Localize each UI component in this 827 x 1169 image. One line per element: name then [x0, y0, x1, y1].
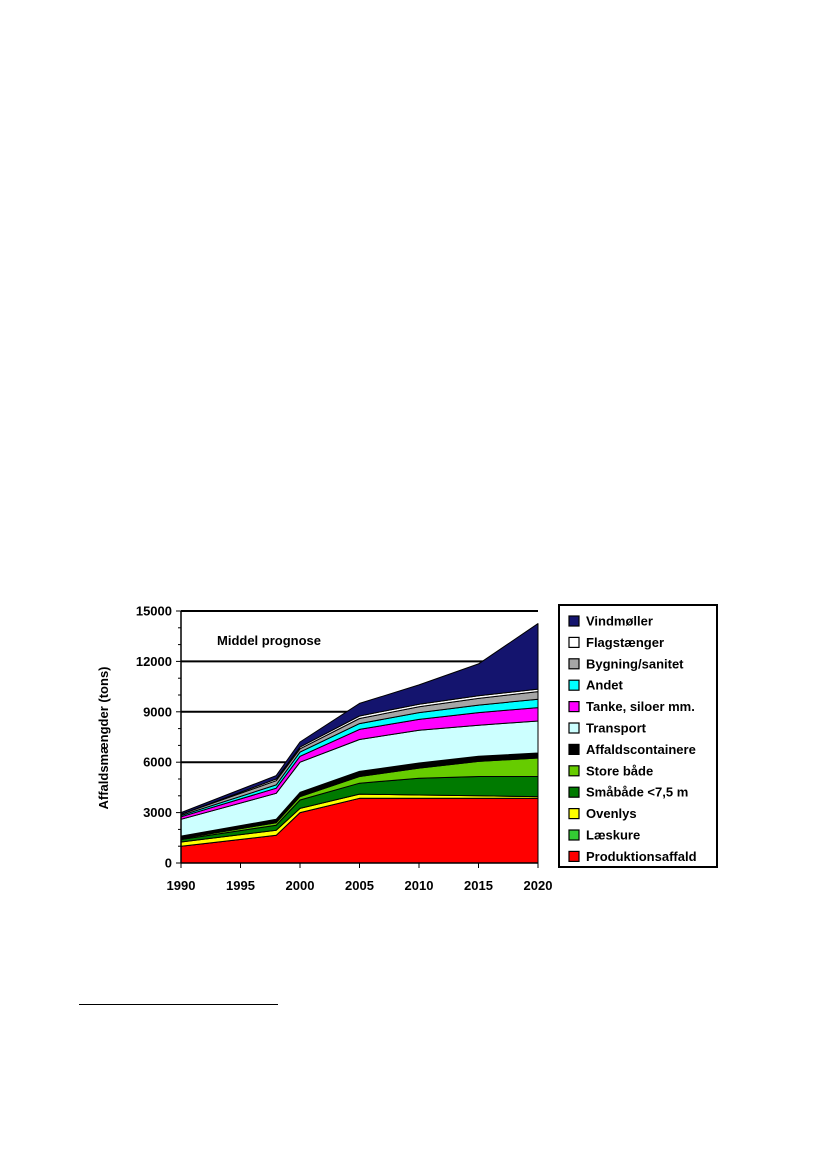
legend-label-ovenlys: Ovenlys	[586, 806, 637, 821]
legend-swatch-bygning-sanitet	[568, 658, 580, 670]
legend-label-læskure: Læskure	[586, 828, 640, 843]
legend-label-flagstænger: Flagstænger	[586, 635, 664, 650]
legend-label-affaldscontainere: Affaldscontainere	[586, 742, 696, 757]
legend-label-produktionsaffald: Produktionsaffald	[586, 849, 697, 864]
x-tick-label-2000: 2000	[286, 878, 315, 893]
legend-label-småbåde-7-5-m: Småbåde <7,5 m	[586, 785, 688, 800]
legend-swatch-transport	[568, 722, 580, 734]
footnote-separator	[79, 1004, 278, 1005]
legend-swatch-tanke-siloer-mm	[568, 700, 580, 713]
y-tick-label-15000: 15000	[136, 604, 172, 619]
x-tick-label-1995: 1995	[226, 878, 255, 893]
stacked-areas	[180, 623, 539, 864]
legend-label-store-både: Store både	[586, 763, 653, 778]
axes: 0 3000 6000 9000 12000 15000 1990 1995 2000 2005 2…	[136, 604, 553, 894]
y-axis-label: Affaldsmængder (tons)	[96, 667, 111, 810]
legend-swatch-flagstænger	[568, 636, 580, 649]
legend-swatch-produktionsaffald	[568, 850, 580, 863]
legend-swatch-småbåde-7-5-m	[568, 786, 580, 798]
legend-label-transport: Transport	[586, 721, 647, 736]
area-vindmøller	[180, 623, 539, 815]
y-tick-label-3000: 3000	[143, 805, 172, 820]
y-tick-label-12000: 12000	[136, 654, 172, 669]
x-tick-label-2015: 2015	[464, 878, 493, 893]
x-tick-label-2005: 2005	[345, 878, 374, 893]
legend-swatch-læskure	[568, 829, 580, 841]
legend-box	[558, 604, 718, 868]
legend-swatch-andet	[568, 679, 580, 691]
legend-label-andet: Andet	[586, 678, 624, 693]
chart-annotation: Middel prognose	[217, 633, 321, 648]
legend-label-bygning-sanitet: Bygning/sanitet	[586, 656, 684, 671]
y-tick-label-9000: 9000	[143, 704, 172, 719]
legend-label-tanke-siloer-mm: Tanke, siloer mm.	[586, 699, 695, 714]
x-tick-label-2010: 2010	[405, 878, 434, 893]
legend-swatch-ovenlys	[568, 807, 580, 820]
x-tick-label-2020: 2020	[524, 878, 553, 893]
legend-swatch-vindmøller	[568, 615, 580, 627]
y-tick-label-0: 0	[165, 856, 172, 871]
legend-label-vindmøller: Vindmøller	[586, 614, 653, 629]
y-tick-label-6000: 6000	[143, 755, 172, 770]
legend-swatch-store-både	[568, 765, 580, 777]
x-tick-label-1990: 1990	[167, 878, 196, 893]
legend-swatch-affaldscontainere	[568, 743, 580, 756]
legend: Vindmøller Flagstænger Bygning/sanitet Ande…	[558, 604, 718, 868]
